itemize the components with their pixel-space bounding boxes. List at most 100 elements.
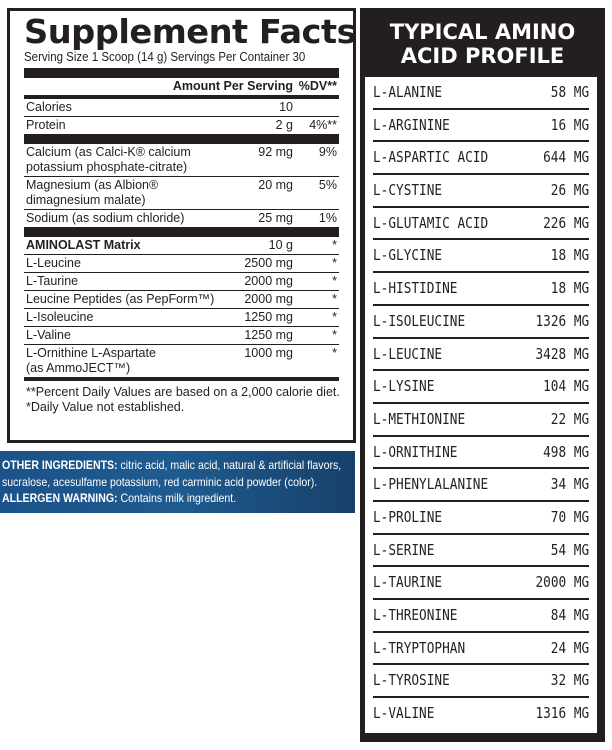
nutrient-amount: 1250 mg bbox=[244, 310, 293, 324]
dv-header: %DV** bbox=[298, 79, 337, 93]
matrix-amount: 10 g bbox=[268, 238, 293, 252]
nutrient-row: L-Taurine 2000 mg * bbox=[24, 273, 339, 291]
amino-acid-name: L-TRYPTOPHAN bbox=[373, 638, 466, 657]
amino-acid-name: L-SERINE bbox=[373, 540, 435, 559]
nutrient-amount: 2 g bbox=[275, 118, 293, 132]
amino-acid-name: L-TAURINE bbox=[373, 573, 443, 592]
amino-acid-name: L-HISTIDINE bbox=[373, 279, 458, 298]
name-line: L-Leucine bbox=[26, 256, 81, 270]
nutrient-dv bbox=[293, 100, 339, 115]
nutrient-name: Calcium (as Calci-K® calcium potassium ph… bbox=[24, 145, 215, 175]
nutrient-row: L-Isoleucine 1250 mg * bbox=[24, 309, 339, 327]
title-line-2: ACID PROFILE bbox=[400, 44, 565, 68]
amino-acid-row: L-TRYPTOPHAN 24 MG bbox=[373, 633, 589, 666]
nutrient-row: L-Valine 1250 mg * bbox=[24, 327, 339, 345]
allergen-text: Contains milk ingredient. bbox=[117, 491, 237, 505]
amino-acid-row: L-ASPARTIC ACID 644 MG bbox=[373, 142, 589, 176]
supplement-facts-title: Supplement Facts bbox=[24, 12, 356, 51]
nutrient-dv: 9% bbox=[318, 145, 337, 159]
name-line: L-Taurine bbox=[26, 274, 79, 288]
matrix-dv: * bbox=[332, 238, 337, 252]
nutrient-row: L-Leucine 2500 mg * bbox=[24, 255, 339, 273]
nutrient-row: Leucine Peptides (as PepForm™) 2000 mg * bbox=[24, 291, 339, 309]
nutrient-dv: 4%** bbox=[309, 118, 337, 132]
amino-acid-name: L-CYSTINE bbox=[373, 181, 443, 200]
nutrient-dv: * bbox=[332, 292, 337, 306]
footnote: *Daily Value not established. bbox=[26, 400, 185, 414]
nutrient-name: L-Isoleucine bbox=[24, 310, 215, 325]
amino-acid-name: L-GLUTAMIC ACID bbox=[373, 213, 489, 232]
amino-acid-value: 24 MG bbox=[550, 638, 589, 657]
nutrient-name: L-Valine bbox=[24, 328, 215, 343]
divider bbox=[24, 68, 339, 78]
nutrient-amount: 2500 mg bbox=[244, 256, 293, 270]
nutrient-name: Sodium (as sodium chloride) bbox=[24, 211, 215, 226]
amino-profile-title: TYPICAL AMINO ACID PROFILE bbox=[360, 8, 605, 74]
amino-acid-row: L-SERINE 54 MG bbox=[373, 535, 589, 568]
nutrient-row: Magnesium (as Albion® dimagnesium malate)… bbox=[24, 177, 339, 210]
nutrient-dv: 1% bbox=[318, 211, 337, 225]
other-ingredients-band: OTHER INGREDIENTS: citric acid, malic ac… bbox=[0, 451, 355, 513]
nutrient-dv: * bbox=[332, 274, 337, 288]
amino-acid-row: L-PROLINE 70 MG bbox=[373, 502, 589, 535]
amino-acid-name: L-GLYCINE bbox=[373, 246, 443, 265]
amino-acid-name: L-LYSINE bbox=[373, 377, 435, 396]
amino-acid-value: 26 MG bbox=[550, 181, 589, 200]
amino-acid-row: L-LEUCINE 3428 MG bbox=[373, 339, 589, 372]
divider bbox=[24, 227, 339, 237]
amino-acid-row: L-ISOLEUCINE 1326 MG bbox=[373, 306, 589, 339]
amino-acid-row: L-METHIONINE 22 MG bbox=[373, 404, 589, 437]
name-line: Magnesium (as Albion® bbox=[26, 178, 159, 192]
amino-acid-value: 3428 MG bbox=[535, 344, 589, 363]
footnotes: **Percent Daily Values are based on a 2,… bbox=[24, 381, 340, 415]
name-line: Sodium (as sodium chloride) bbox=[26, 211, 185, 225]
nutrient-amount: 20 mg bbox=[258, 178, 293, 192]
amino-acid-row: L-VALINE 1316 MG bbox=[373, 698, 589, 729]
nutrient-name: Leucine Peptides (as PepForm™) bbox=[24, 292, 215, 307]
nutrient-name: Calories bbox=[26, 100, 72, 114]
divider bbox=[24, 377, 339, 381]
nutrient-dv: * bbox=[332, 310, 337, 324]
nutrient-amount: 92 mg bbox=[258, 145, 293, 159]
divider bbox=[24, 95, 339, 99]
amino-acid-name: L-TYROSINE bbox=[373, 671, 450, 690]
nutrient-amount: 10 bbox=[279, 100, 293, 114]
amino-acid-value: 58 MG bbox=[550, 83, 589, 101]
amino-acid-row: L-ALANINE 58 MG bbox=[373, 77, 589, 110]
other-ingredients-text: citric acid, malic acid, natural & artif… bbox=[117, 458, 342, 472]
amino-acid-row: L-THREONINE 84 MG bbox=[373, 600, 589, 633]
amino-acid-name: L-ORNITHINE bbox=[373, 442, 458, 461]
amino-acid-value: 22 MG bbox=[550, 409, 589, 428]
nutrient-amount: 2000 mg bbox=[244, 292, 293, 306]
other-ingredients-text-2: sucralose, acesulfame potassium, red car… bbox=[2, 474, 318, 489]
amino-acid-name: L-ARGININE bbox=[373, 115, 450, 134]
amino-acid-name: L-LEUCINE bbox=[373, 344, 443, 363]
nutrient-name: Protein bbox=[26, 118, 66, 132]
amino-acid-row: L-LYSINE 104 MG bbox=[373, 371, 589, 404]
supplement-facts-panel: Supplement Facts Serving Size 1 Scoop (1… bbox=[7, 8, 356, 443]
nutrient-dv: * bbox=[332, 256, 337, 270]
amino-acid-value: 1316 MG bbox=[535, 704, 589, 723]
amino-acid-row: L-CYSTINE 26 MG bbox=[373, 175, 589, 208]
amino-acid-row: L-HISTIDINE 18 MG bbox=[373, 273, 589, 306]
matrix-name: AMINOLAST Matrix bbox=[26, 238, 141, 252]
amino-acid-name: L-METHIONINE bbox=[373, 409, 466, 428]
nutrient-row: Sodium (as sodium chloride) 25 mg 1% bbox=[24, 210, 339, 227]
nutrient-name: L-Ornithine L-Aspartate (as AmmoJECT™) bbox=[24, 346, 215, 376]
footnote: **Percent Daily Values are based on a 2,… bbox=[26, 385, 340, 399]
name-line: potassium phosphate-citrate) bbox=[26, 160, 188, 174]
amino-acid-profile-panel: TYPICAL AMINO ACID PROFILE L-ALANINE 58 M… bbox=[360, 8, 605, 742]
name-line: Calcium (as Calci-K® calcium bbox=[26, 145, 191, 159]
nutrient-amount: 1250 mg bbox=[244, 328, 293, 342]
name-line: Leucine Peptides (as PepForm™) bbox=[26, 292, 215, 306]
allergen-label: ALLERGEN WARNING: bbox=[2, 491, 118, 505]
divider bbox=[24, 134, 339, 144]
serving-info: Serving Size 1 Scoop (14 g) Servings Per… bbox=[24, 50, 306, 64]
nutrient-dv: * bbox=[332, 346, 337, 360]
amino-acid-row: L-PHENYLALANINE 34 MG bbox=[373, 469, 589, 502]
amino-acid-name: L-THREONINE bbox=[373, 606, 458, 624]
name-line: (as AmmoJECT™) bbox=[26, 361, 131, 375]
amino-acid-list: L-ALANINE 58 MG L-ARGININE 16 MG L-ASPARTIC … bbox=[365, 77, 597, 733]
name-line: dimagnesium malate) bbox=[26, 193, 146, 207]
amino-acid-name: L-ISOLEUCINE bbox=[373, 311, 466, 330]
